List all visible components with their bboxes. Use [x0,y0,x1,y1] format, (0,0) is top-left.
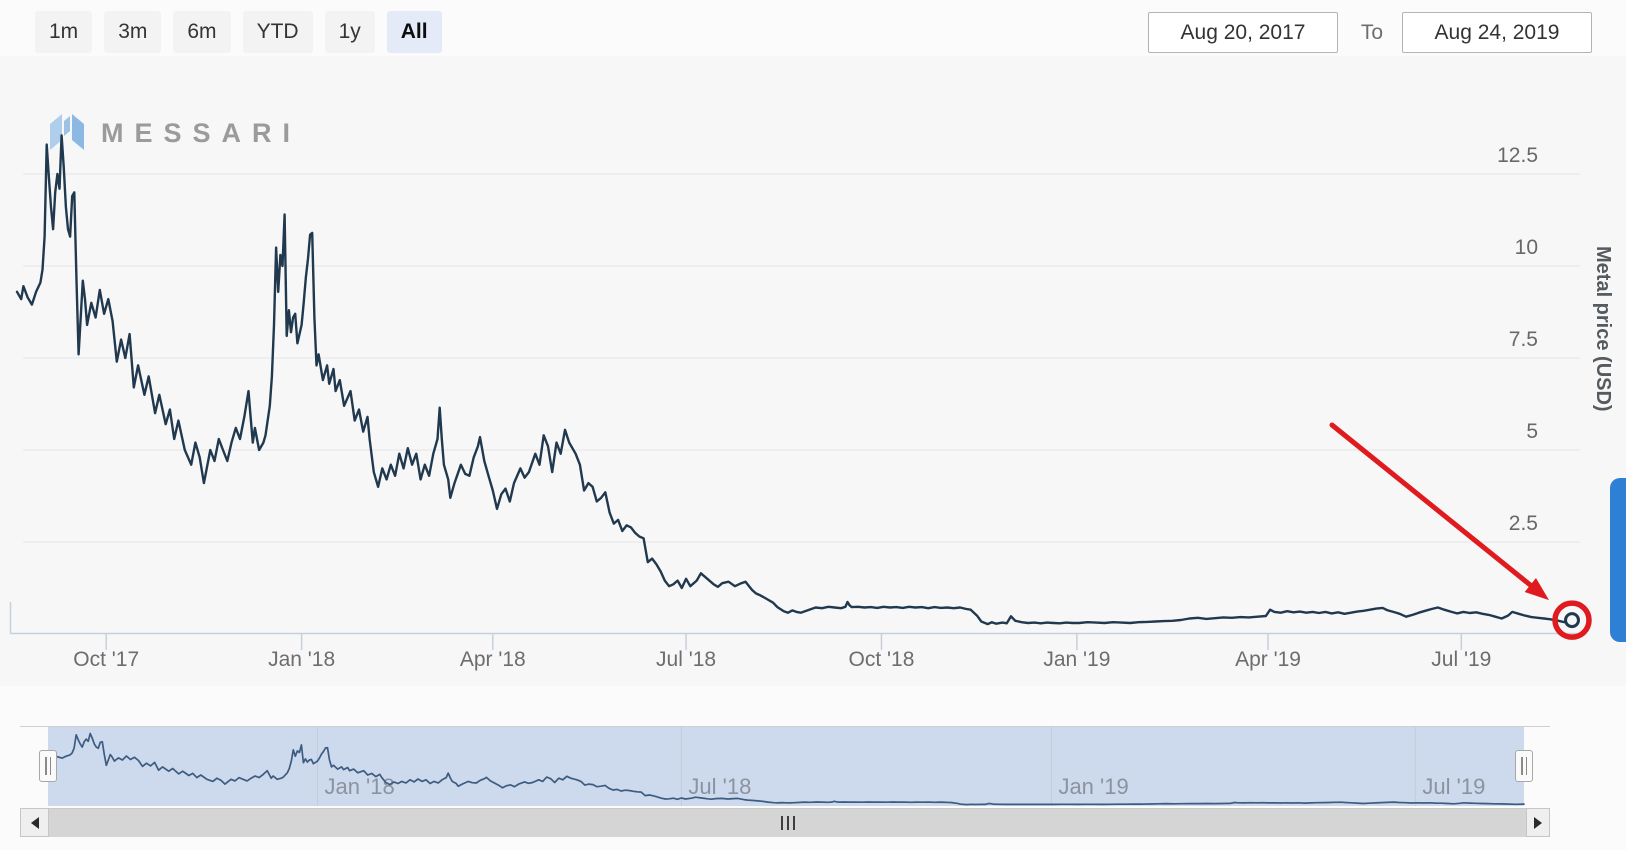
messari-logo-icon [48,110,86,157]
from-date-input[interactable] [1148,12,1338,53]
arrow-left-icon [30,816,39,829]
navigator-top-border [20,726,1550,727]
annotation-arrow-head [1524,578,1549,601]
range-button-all[interactable]: All [386,11,442,53]
navigator-series-line [47,732,1525,806]
y-axis-title: Metal price (USD) [1592,246,1614,412]
navigator-left-handle[interactable] [39,750,57,782]
range-button-ytd[interactable]: YTD [242,11,313,53]
messari-watermark: MESSARI [48,110,301,157]
navigator-selected-range[interactable] [48,727,1524,806]
scrollbar-left-button[interactable] [20,808,49,837]
scrollbar-thumb[interactable] [49,808,1526,837]
messari-wordmark: MESSARI [101,118,302,148]
to-date-input[interactable] [1402,12,1592,53]
right-edge-scroll-tab[interactable] [1610,478,1626,642]
range-button-1y[interactable]: 1y [324,11,375,53]
navigator-right-handle[interactable] [1515,750,1533,782]
annotation-arrow-shaft [1329,422,1538,592]
range-button-group: 1m 3m 6m YTD 1y All [35,11,442,53]
annotation-circle [1552,600,1592,640]
scrollbar-right-button[interactable] [1526,808,1550,837]
price-series-line [15,134,1578,626]
date-range-to-label: To [1360,21,1384,44]
range-button-6m[interactable]: 6m [173,11,231,53]
arrow-right-icon [1534,816,1542,829]
last-point-marker [1564,612,1580,629]
range-button-1m[interactable]: 1m [35,11,93,53]
range-button-3m[interactable]: 3m [104,11,162,53]
